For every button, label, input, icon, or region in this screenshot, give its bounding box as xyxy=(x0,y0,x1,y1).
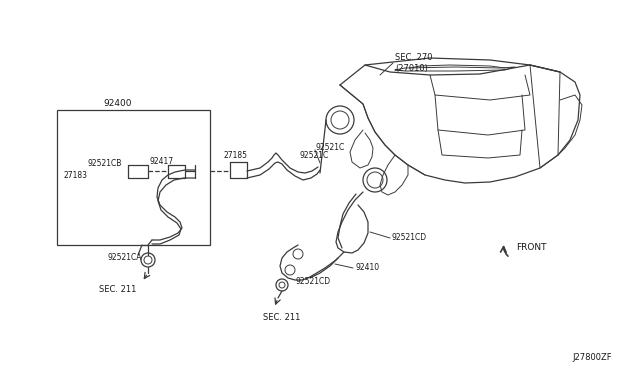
Text: 92410: 92410 xyxy=(355,263,379,273)
Text: 27183: 27183 xyxy=(63,170,87,180)
Text: 92400: 92400 xyxy=(104,99,132,108)
Text: SEC. 211: SEC. 211 xyxy=(99,285,137,295)
Text: SEC. 211: SEC. 211 xyxy=(263,314,301,323)
Text: J27800ZF: J27800ZF xyxy=(572,353,612,362)
Text: 92521CA: 92521CA xyxy=(108,253,143,263)
Text: 27185: 27185 xyxy=(223,151,247,160)
Text: FRONT: FRONT xyxy=(516,244,547,253)
Text: 92521CD: 92521CD xyxy=(295,278,330,286)
Bar xyxy=(57,110,210,245)
Text: SEC. 270: SEC. 270 xyxy=(395,54,433,62)
Text: 92521CB: 92521CB xyxy=(88,158,122,167)
Text: (27010): (27010) xyxy=(395,64,428,73)
Text: 92417: 92417 xyxy=(150,157,174,167)
Text: 92521C: 92521C xyxy=(315,144,344,153)
Text: 92521CD: 92521CD xyxy=(392,234,427,243)
Text: 92521C: 92521C xyxy=(300,151,329,160)
